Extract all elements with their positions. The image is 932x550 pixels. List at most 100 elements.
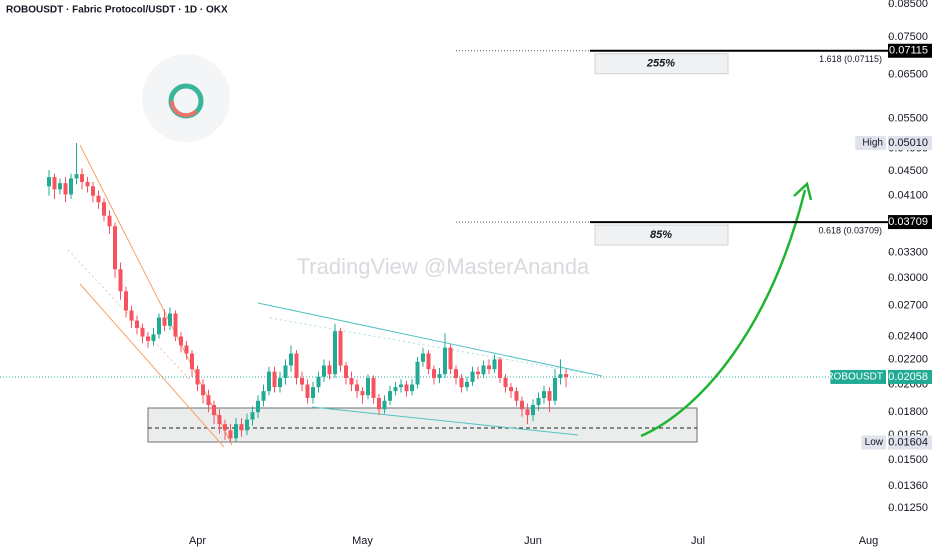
x-tick-label: May <box>352 535 373 547</box>
candle-body <box>239 424 244 431</box>
candle-body <box>558 374 563 378</box>
candle-body <box>443 347 447 375</box>
candle-body <box>267 371 271 392</box>
price-tag: 0.05010 <box>888 137 928 149</box>
candle-body <box>542 391 546 398</box>
candle-body <box>283 365 288 378</box>
price-tag-name-bg <box>861 435 886 450</box>
candle-body <box>393 387 398 392</box>
candle-body <box>69 178 73 195</box>
candle-body <box>256 400 260 413</box>
candle-body <box>388 391 392 401</box>
y-tick-label: 0.05500 <box>888 112 928 124</box>
candle-body <box>195 369 200 385</box>
candle-body <box>481 365 486 375</box>
y-tick-label: 0.04500 <box>888 165 928 177</box>
candle-body <box>179 336 183 346</box>
y-tick-label: 0.04100 <box>888 190 928 202</box>
candle-body <box>63 183 68 195</box>
price-tag-bg <box>888 215 932 230</box>
candle-body <box>355 384 359 392</box>
candle-body <box>344 365 348 378</box>
y-tick-label: 0.03000 <box>888 272 928 284</box>
price-tag-name-bg <box>830 369 886 384</box>
price-tag-name: High <box>862 138 883 149</box>
candle-body <box>168 313 172 326</box>
candle-body <box>162 317 167 326</box>
candle-body <box>327 365 332 375</box>
gain-label: 85% <box>650 229 672 241</box>
candle-body <box>212 404 216 416</box>
channel-line <box>79 283 225 448</box>
candle-body <box>360 391 365 396</box>
y-tick-label: 0.08500 <box>888 0 928 10</box>
gain-box <box>594 224 729 246</box>
candle-body <box>146 336 150 341</box>
y-tick-label: 0.01500 <box>888 454 928 466</box>
candle-body <box>547 391 552 401</box>
candle-body <box>234 424 238 439</box>
candle-body <box>217 415 222 425</box>
candle-body <box>454 369 458 378</box>
candle-body <box>465 381 469 388</box>
candle-body <box>173 313 178 337</box>
watermark: TradingView @MasterAnanda <box>297 254 590 279</box>
candle-body <box>58 183 62 190</box>
price-tag: 0.02058 <box>888 371 928 383</box>
arrow-head <box>793 181 813 201</box>
candle-body <box>228 430 233 439</box>
candle-body <box>278 377 282 388</box>
x-tick-label: Apr <box>189 535 206 547</box>
y-tick-label: 0.07500 <box>888 31 928 43</box>
chart-title: ROBOUSDT · Fabric Protocol/USDT · 1D · O… <box>6 5 228 16</box>
candle-body <box>415 361 420 385</box>
candle-body <box>223 424 227 431</box>
candle-body <box>190 353 194 370</box>
candle-body <box>201 384 205 396</box>
candle-body <box>316 376 321 388</box>
candle-body <box>261 391 266 401</box>
price-tag-bg <box>888 435 932 450</box>
y-tick-label: 0.06500 <box>888 68 928 80</box>
candle-body <box>102 202 106 216</box>
channel-line <box>79 144 233 446</box>
trend-line <box>257 302 603 377</box>
candle-body <box>448 347 453 370</box>
candle-body <box>294 353 299 378</box>
price-tag-bg <box>888 43 932 58</box>
candle-body <box>520 400 524 410</box>
candle-body <box>118 269 123 292</box>
candle-body <box>250 412 255 420</box>
candle-body <box>536 397 541 405</box>
candle-body <box>349 377 354 385</box>
candle-body <box>531 404 535 416</box>
candle-body <box>404 384 409 392</box>
gain-label: 255% <box>646 58 675 70</box>
candle-body <box>300 377 304 385</box>
candle-body <box>459 377 464 388</box>
candle-body <box>377 397 381 410</box>
y-tick-label: 0.02700 <box>888 299 928 311</box>
candle-body <box>366 377 370 396</box>
candle-body <box>487 365 491 370</box>
x-tick-label: Aug <box>859 535 879 547</box>
candle-body <box>338 331 343 366</box>
candle-body <box>410 384 414 392</box>
candle-body <box>135 320 139 328</box>
trend-mid <box>269 317 591 375</box>
support-zone <box>147 407 698 443</box>
trend-line <box>311 406 579 436</box>
candle-body <box>399 384 403 388</box>
candle-body <box>129 310 134 321</box>
candle-body <box>206 395 211 405</box>
price-tag-name-bg <box>855 136 886 151</box>
y-tick-label: 0.02200 <box>888 353 928 365</box>
candle-body <box>52 177 57 190</box>
price-tag: 0.01604 <box>888 436 928 448</box>
price-axis <box>888 0 932 550</box>
candle-body <box>311 387 315 398</box>
y-tick-label: 0.01250 <box>888 502 928 514</box>
candle-body <box>470 371 475 382</box>
logo-bg <box>142 54 230 142</box>
